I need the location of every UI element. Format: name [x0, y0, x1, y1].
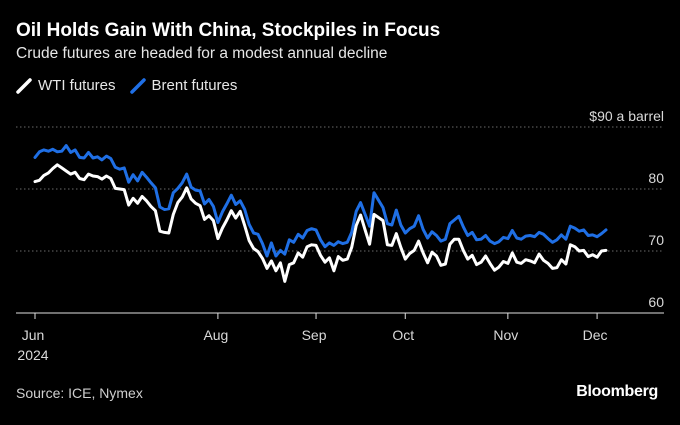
- legend: WTI futures Brent futures: [16, 77, 251, 94]
- y-tick-label-80: 80: [648, 170, 664, 186]
- chart-title: Oil Holds Gain With China, Stockpiles in…: [16, 20, 441, 41]
- x-tick-sublabel-year: 2024: [17, 347, 48, 363]
- legend-brent-swatch-icon: [129, 77, 146, 94]
- legend-label-brent: Brent futures: [151, 77, 238, 94]
- y-tick-label-60: 60: [648, 294, 664, 310]
- y-tick-label-70: 70: [648, 232, 664, 248]
- legend-item-brent: Brent futures: [129, 77, 238, 94]
- legend-label-wti: WTI futures: [38, 77, 116, 94]
- bloomberg-logo: Bloomberg: [576, 383, 658, 400]
- x-tick-label-nov: Nov: [493, 327, 518, 343]
- legend-item-wti: WTI futures: [16, 77, 116, 94]
- chart-subtitle: Crude futures are headed for a modest an…: [16, 45, 388, 62]
- x-tick-label-oct: Oct: [392, 327, 414, 343]
- x-tick-label-aug: Aug: [203, 327, 228, 343]
- legend-wti-swatch-icon: [16, 77, 32, 94]
- series-line-wti: [33, 163, 608, 283]
- source-note: Source: ICE, Nymex: [16, 385, 143, 401]
- y-tick-label-90: $90 a barrel: [589, 108, 664, 124]
- series-line-brent: [33, 144, 608, 258]
- x-tick-label-jun: Jun: [22, 327, 45, 343]
- x-tick-label-sep: Sep: [302, 327, 327, 343]
- x-tick-label-dec: Dec: [583, 327, 608, 343]
